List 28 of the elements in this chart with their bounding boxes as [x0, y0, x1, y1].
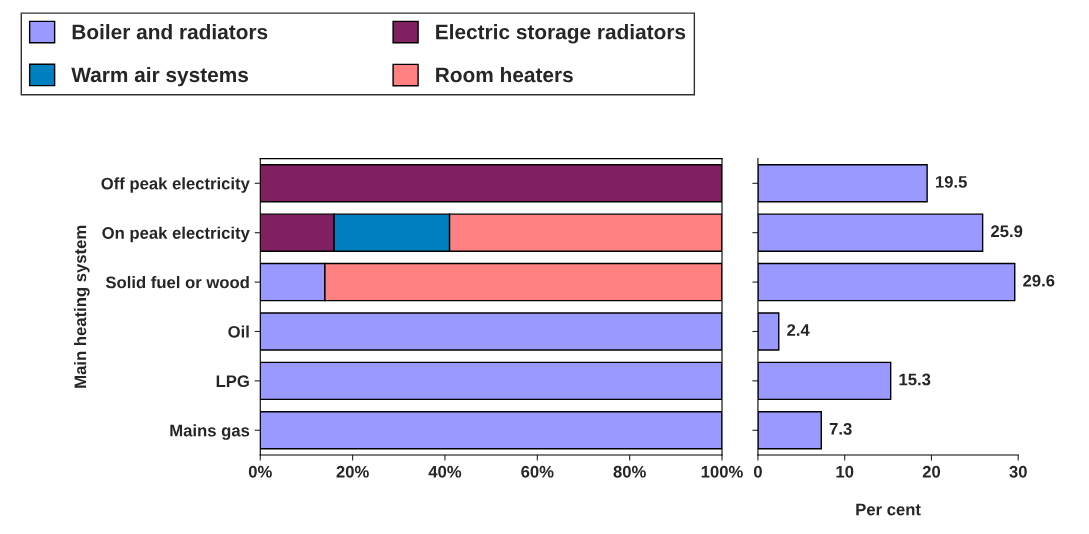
legend-label: Warm air systems — [71, 66, 249, 87]
y-tick-label: LPG — [216, 375, 249, 388]
legend-label: Room heaters — [436, 66, 573, 83]
data-label: 7.3 — [829, 422, 852, 435]
data-label: 19.5 — [935, 175, 967, 188]
x-tick-label: 100% — [701, 465, 743, 478]
x-tick-label: 80% — [613, 465, 646, 478]
x-tick-label: 60% — [521, 465, 554, 478]
data-label: 29.6 — [1023, 274, 1055, 287]
data-label: 25.9 — [991, 225, 1023, 238]
x-tick-label: 30 — [1009, 465, 1027, 478]
y-tick-label: On peak electricity — [102, 226, 250, 243]
x-tick-label: 20 — [922, 465, 941, 478]
legend-label: Boiler and radiators — [72, 24, 268, 40]
x-tick-label: 0 — [753, 465, 762, 478]
x-tick-label: 20% — [336, 465, 369, 478]
x-tick-label: 40% — [428, 465, 462, 478]
data-label: 2.4 — [787, 324, 810, 336]
x-tick-label: 0% — [248, 465, 272, 478]
y-tick-label: Oil — [228, 325, 249, 338]
y-tick-label: Mains gas — [170, 424, 250, 440]
data-label: 15.3 — [899, 373, 931, 386]
y-axis-title: Main heating system — [74, 225, 90, 388]
y-tick-label: Off peak electricity — [101, 177, 250, 193]
y-tick-label: Solid fuel or wood — [105, 276, 249, 289]
x-axis-title: Per cent — [856, 503, 921, 516]
x-tick-label: 10 — [836, 465, 854, 478]
legend-label: Electric storage radiators — [436, 24, 686, 44]
